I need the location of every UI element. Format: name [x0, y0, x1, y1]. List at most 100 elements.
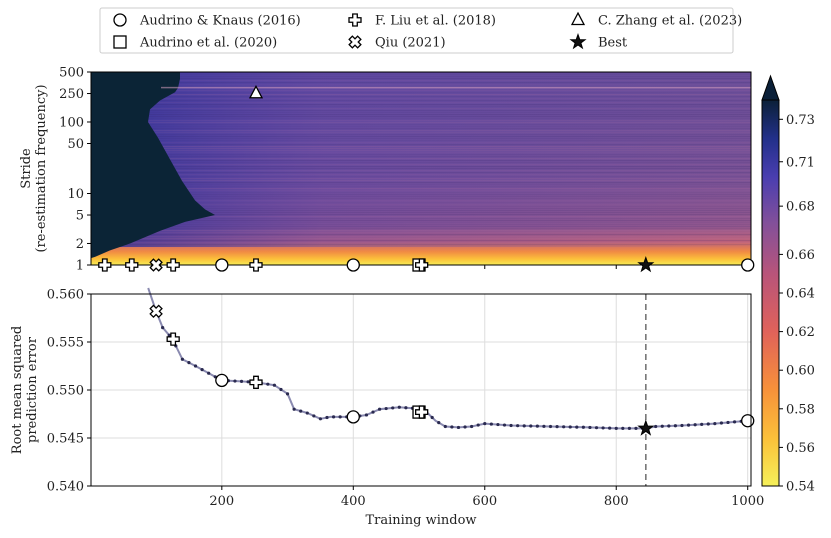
- rmse-point: [180, 357, 184, 361]
- rmse-point: [627, 426, 631, 430]
- line-marker-plus: [166, 332, 180, 346]
- rmse-point: [318, 417, 323, 421]
- x-axis-label: Training window: [365, 513, 476, 528]
- rmse-point: [456, 425, 461, 430]
- rmse-point: [476, 423, 480, 427]
- rmse-point: [463, 425, 467, 429]
- rmse-point: [562, 425, 566, 429]
- rmse-point: [693, 423, 697, 427]
- y-tick-label: 100: [59, 115, 84, 130]
- rmse-point: [719, 421, 724, 425]
- line-marker-plus: [415, 405, 429, 419]
- colorbar-tick-label: 0.64: [786, 287, 815, 302]
- rmse-point: [614, 426, 618, 430]
- heatmap-marker-circle: [741, 258, 755, 272]
- rmse-point: [305, 411, 309, 415]
- rmse-point: [509, 423, 513, 428]
- heatmap-marker-circle: [346, 258, 360, 272]
- y-tick-label: 0.540: [47, 480, 84, 495]
- y-tick-label: 0.545: [47, 432, 84, 447]
- x-tick-label: 1000: [731, 494, 764, 509]
- rmse-point: [279, 387, 283, 392]
- rmse-point: [430, 415, 434, 420]
- legend-marker-circle: [113, 13, 127, 27]
- y-tick-label: 5: [76, 209, 84, 224]
- rmse-point: [331, 415, 336, 419]
- rmse-point: [292, 407, 296, 411]
- rmse-point: [594, 426, 599, 430]
- legend-label: F. Liu et al. (2018): [375, 14, 496, 29]
- y-tick-label: 0.560: [47, 288, 84, 303]
- rmse-point: [496, 422, 500, 427]
- heatmap-dark-region: [91, 72, 215, 259]
- rmse-line: [147, 287, 748, 430]
- colorbar-extend-arrow: [761, 74, 780, 101]
- colorbar-tick-label: 0.73: [786, 113, 815, 128]
- rmse-point: [187, 361, 191, 365]
- colorbar-tick-label: 0.60: [786, 364, 815, 379]
- legend-marker-square: [113, 35, 127, 49]
- y-tick-label: 250: [59, 87, 84, 102]
- heatmap-marker-plus: [125, 258, 139, 272]
- x-tick-label: 200: [209, 494, 234, 509]
- rmse-point: [667, 424, 671, 428]
- rmse-point: [200, 368, 204, 372]
- line-marker-circle: [346, 410, 360, 424]
- colorbar-tick-label: 0.62: [786, 325, 815, 340]
- colorbar-tick-label: 0.58: [786, 402, 815, 417]
- colorbar: 0.54 0.56 0.58 0.60 0.62 0.64 0.66 0.68 0.71 0.73: [761, 74, 815, 495]
- heatmap-y-axis-label: (re-estimation frequency): [34, 84, 49, 252]
- rmse-point: [660, 424, 664, 428]
- x-tick-label: 800: [604, 494, 629, 509]
- colorbar-gradient: [762, 100, 779, 486]
- heatmap-y-axis-label: Stride: [19, 148, 34, 189]
- rmse-point: [161, 326, 165, 330]
- line-y-axis-label: Root mean squared: [10, 326, 25, 454]
- rmse-point: [397, 405, 401, 409]
- legend-label: C. Zhang et al. (2023): [598, 14, 742, 29]
- rmse-point: [338, 415, 342, 419]
- y-tick-label: 2: [76, 237, 84, 252]
- rmse-point: [233, 379, 237, 383]
- colorbar-tick-label: 0.56: [786, 441, 815, 456]
- rmse-point: [535, 424, 539, 428]
- legend-label: Audrino & Knaus (2016): [139, 14, 301, 29]
- y-tick-label: 0.550: [47, 384, 84, 399]
- legend: Audrino & Knaus (2016) Audrino et al. (20…: [99, 7, 742, 54]
- rmse-point: [167, 333, 171, 337]
- rmse-point: [732, 420, 737, 424]
- legend-marker-triangle: [570, 11, 586, 26]
- heatmap-marker-plus: [415, 258, 429, 272]
- colorbar-tick-label: 0.54: [786, 480, 815, 495]
- rmse-point: [686, 423, 691, 427]
- rmse-point: [726, 420, 730, 425]
- rmse-point: [437, 421, 441, 425]
- line-marker-plus: [249, 375, 263, 389]
- rmse-point: [673, 424, 678, 428]
- y-tick-label: 1: [76, 259, 84, 274]
- rmse-point: [377, 407, 382, 411]
- rmse-point: [285, 392, 290, 396]
- rmse-point: [312, 414, 316, 418]
- y-tick-label: 10: [67, 187, 84, 202]
- rmse-point: [555, 425, 559, 429]
- rmse-point: [713, 422, 717, 426]
- rmse-point: [529, 424, 533, 428]
- heatmap-marker-plus: [98, 258, 112, 272]
- heatmap-marker-plus: [166, 258, 180, 272]
- rmse-point: [193, 364, 198, 368]
- legend-marker-x: [348, 35, 362, 49]
- rmse-point: [371, 410, 375, 414]
- y-tick-label: 500: [59, 66, 84, 81]
- rmse-point: [542, 424, 546, 428]
- line-marker-circle: [215, 373, 229, 388]
- line-marker-star: [637, 419, 655, 436]
- x-tick-label: 600: [472, 494, 497, 509]
- rmse-point: [391, 406, 395, 410]
- heatmap-marker-circle: [215, 258, 229, 272]
- line-marker-circle: [741, 414, 755, 428]
- rmse-point: [581, 425, 585, 429]
- legend-marker-plus: [348, 13, 362, 27]
- rmse-points: [154, 309, 750, 430]
